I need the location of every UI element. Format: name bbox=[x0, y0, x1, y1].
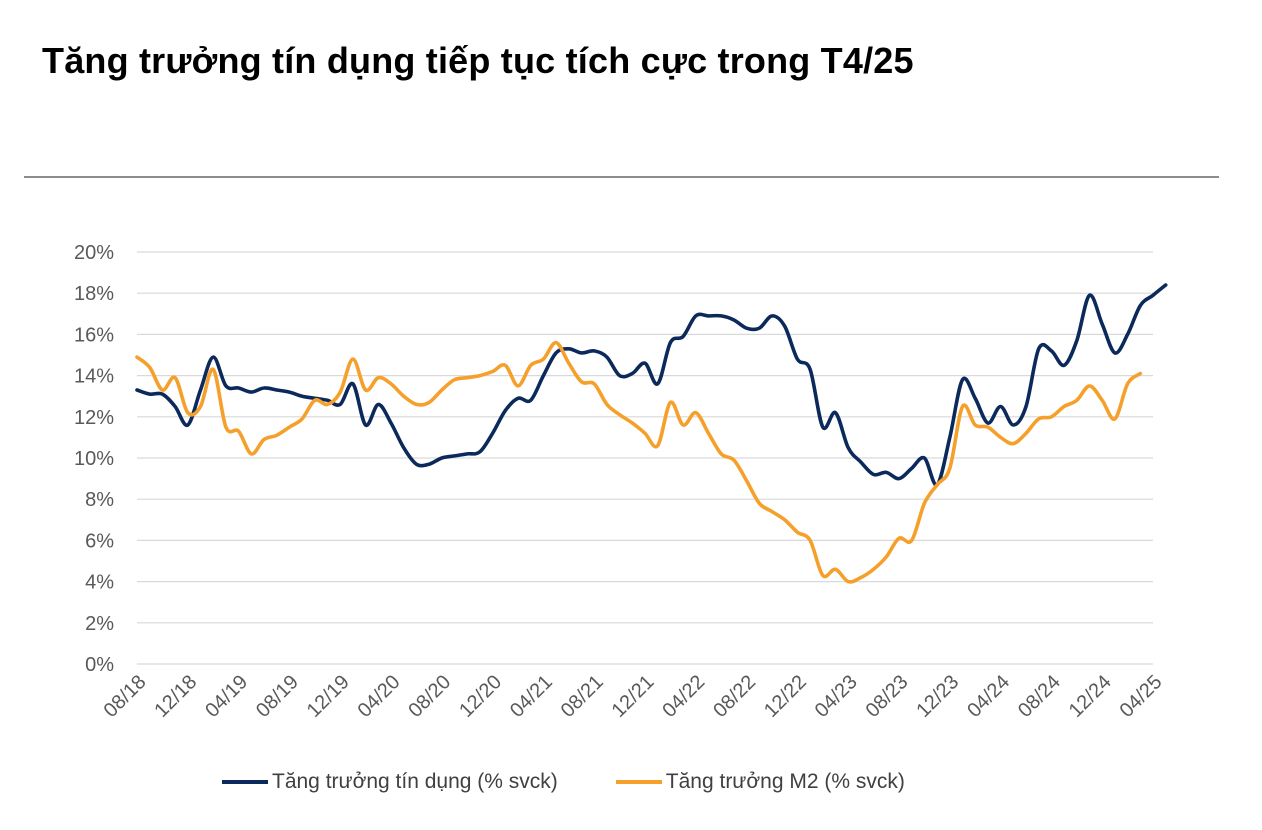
y-tick-label: 4% bbox=[85, 572, 114, 594]
x-tick-label: 12/21 bbox=[608, 671, 659, 722]
x-tick-label: 12/20 bbox=[455, 671, 506, 722]
x-tick-label: 08/24 bbox=[1014, 671, 1065, 722]
y-tick-label: 8% bbox=[85, 489, 114, 511]
series-line-m2 bbox=[135, 340, 1143, 584]
y-tick-label: 14% bbox=[74, 366, 114, 388]
title-divider bbox=[24, 176, 1219, 178]
legend-item-m2: Tăng trưởng M2 (% svck) bbox=[615, 770, 905, 794]
y-tick-label: 6% bbox=[85, 530, 114, 552]
x-tick-label: 08/19 bbox=[252, 671, 303, 722]
y-tick-label: 2% bbox=[85, 613, 114, 635]
series-lines bbox=[135, 283, 1168, 584]
x-tick-label: 12/22 bbox=[760, 671, 811, 722]
legend-label-m2: Tăng trưởng M2 (% svck) bbox=[665, 770, 905, 793]
x-tick-label: 08/18 bbox=[100, 671, 151, 722]
x-tick-label: 08/20 bbox=[404, 671, 455, 722]
x-tick-label: 12/24 bbox=[1065, 671, 1116, 722]
legend-label-credit: Tăng trưởng tín dụng (% svck) bbox=[272, 770, 558, 793]
y-tick-label: 18% bbox=[74, 283, 114, 305]
x-tick-label: 12/23 bbox=[912, 671, 963, 722]
y-tick-label: 16% bbox=[74, 324, 114, 346]
y-tick-label: 20% bbox=[74, 242, 114, 264]
x-tick-label: 08/22 bbox=[709, 671, 760, 722]
chart-title: Tăng trưởng tín dụng tiếp tục tích cực t… bbox=[42, 40, 914, 81]
legend-swatch-credit bbox=[222, 780, 268, 784]
x-tick-label: 12/18 bbox=[150, 671, 201, 722]
x-axis-ticks: 08/18 12/18 04/19 08/19 12/19 04/20 08/20 12/20… bbox=[100, 671, 1167, 722]
series-line-credit bbox=[135, 283, 1168, 487]
x-tick-label: 04/19 bbox=[201, 671, 252, 722]
x-tick-label: 04/20 bbox=[354, 671, 405, 722]
x-tick-label: 04/22 bbox=[658, 671, 709, 722]
x-tick-label: 04/24 bbox=[963, 671, 1014, 722]
y-tick-label: 12% bbox=[74, 407, 114, 429]
x-tick-label: 04/23 bbox=[811, 671, 862, 722]
legend-swatch-m2 bbox=[615, 780, 662, 784]
gridlines bbox=[137, 251, 1153, 665]
x-tick-label: 04/21 bbox=[506, 671, 557, 722]
x-tick-label: 08/23 bbox=[862, 671, 913, 722]
y-tick-label: 0% bbox=[85, 654, 114, 676]
legend-item-credit: Tăng trưởng tín dụng (% svck) bbox=[222, 770, 558, 794]
x-tick-label: 12/19 bbox=[303, 671, 354, 722]
x-tick-label: 04/25 bbox=[1116, 671, 1167, 722]
y-axis-ticks: 0% 2% 4% 6% 8% 10% 12% 14% 16% 18% 20% bbox=[74, 242, 114, 676]
x-tick-label: 08/21 bbox=[557, 671, 608, 722]
y-tick-label: 10% bbox=[74, 448, 114, 470]
legend: Tăng trưởng tín dụng (% svck) Tăng trưởn… bbox=[222, 770, 963, 794]
